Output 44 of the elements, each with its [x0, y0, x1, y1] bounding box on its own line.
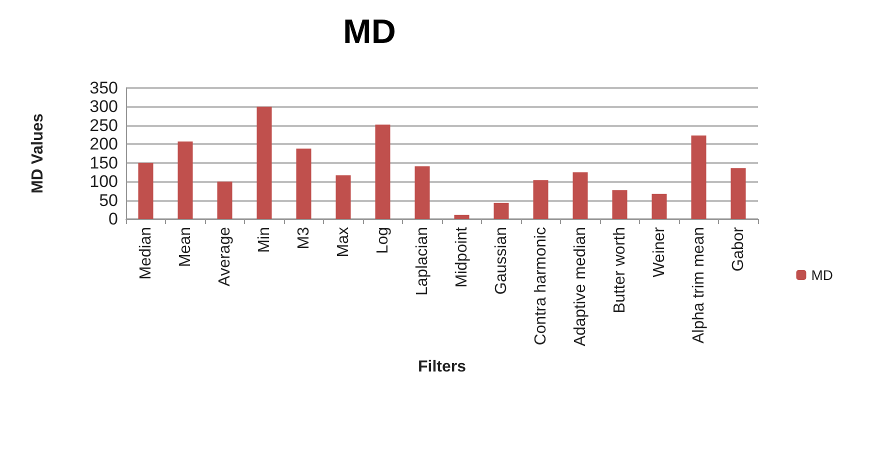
y-tick-label: 50 [99, 190, 118, 210]
bar [691, 136, 706, 219]
x-tick-label: Max [334, 227, 352, 258]
bar [178, 142, 193, 219]
bar [572, 172, 588, 219]
y-tick-label: 300 [90, 97, 118, 116]
bar [336, 175, 351, 219]
y-tick-label: 0 [108, 210, 118, 228]
bar [256, 106, 272, 219]
x-tick-label: Laplacian [414, 227, 431, 296]
x-tick-label: Midpoint [453, 226, 470, 288]
chart-title: MD [343, 13, 396, 51]
legend-label: MD [811, 267, 834, 283]
bar [375, 124, 390, 219]
x-tick-label: Alpha trim mean [690, 227, 708, 344]
bar [612, 190, 628, 219]
bar [296, 148, 312, 219]
bar [217, 182, 232, 219]
bar [414, 166, 430, 219]
x-tick-label: Butter worth [611, 227, 628, 314]
x-tick-label: Adaptive median [572, 227, 589, 346]
x-tick-label: Mean [176, 227, 194, 268]
y-tick-label: 350 [90, 78, 118, 98]
x-tick-label: Gaussian [492, 227, 510, 295]
bar [652, 194, 667, 219]
x-tick-label: Log [374, 227, 392, 254]
bar [494, 202, 509, 219]
x-tick-label: Min [256, 227, 273, 253]
y-tick-label: 200 [90, 134, 118, 154]
x-tick-label: Average [216, 226, 234, 286]
bar [533, 180, 548, 219]
bar [138, 162, 154, 219]
x-tick-label: M3 [295, 226, 312, 250]
x-tick-label: Median [137, 227, 154, 280]
x-axis-title: Filters [418, 358, 466, 376]
y-axis-title: MD Values [30, 113, 46, 194]
y-tick-label: 250 [90, 116, 118, 135]
x-tick-label: Weiner [650, 226, 668, 278]
y-tick-label: 150 [90, 153, 118, 172]
y-tick-label: 100 [90, 172, 118, 192]
bar [730, 168, 746, 219]
bar [454, 214, 470, 219]
x-tick-label: Gabor [730, 226, 747, 272]
x-tick-label: Contra harmonic [532, 227, 550, 346]
